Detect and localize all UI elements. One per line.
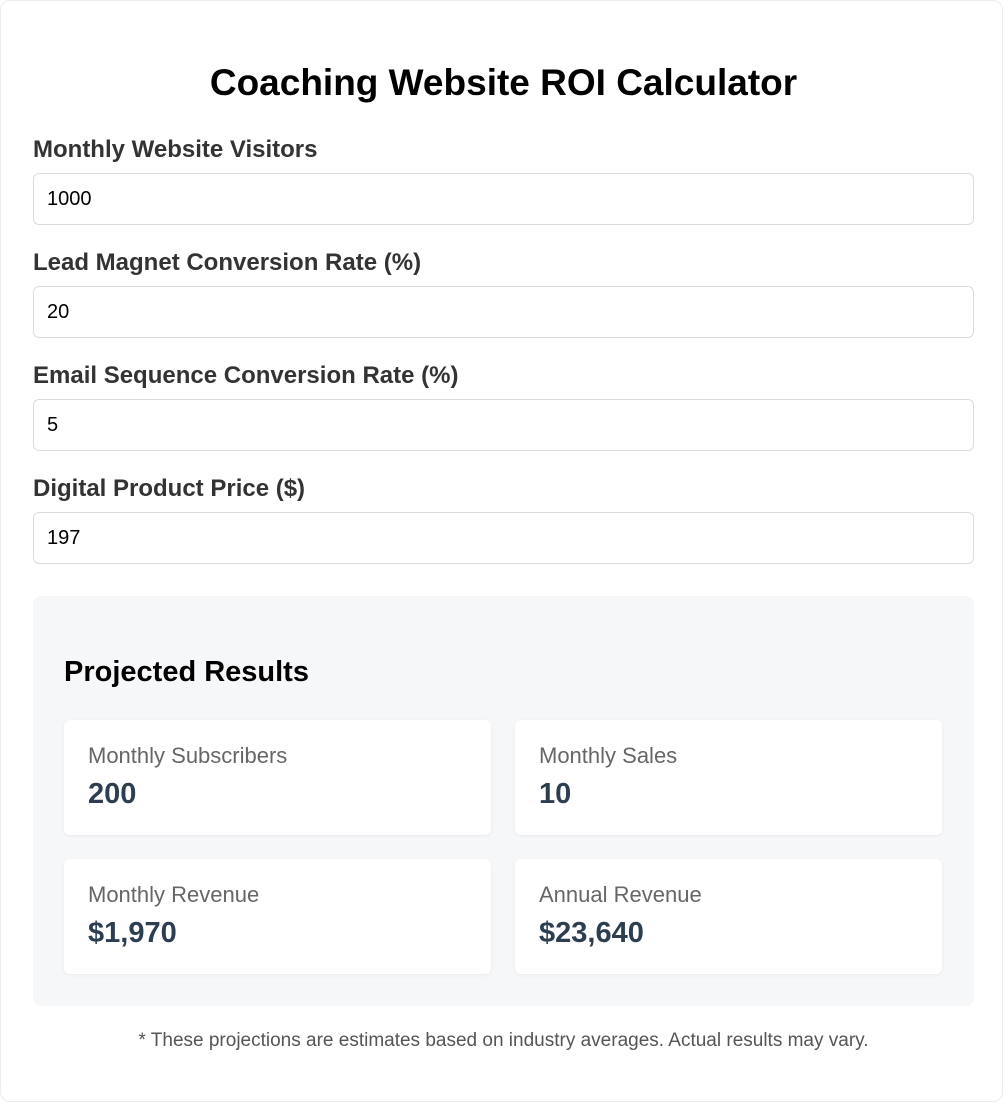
metric-label: Monthly Subscribers: [88, 743, 288, 768]
metric-value: $1,970: [88, 917, 177, 949]
disclaimer-text: * These projections are estimates based …: [138, 1030, 869, 1051]
metric-label: Monthly Sales: [539, 743, 678, 768]
lead-magnet-rate-input[interactable]: [33, 286, 974, 338]
visitors-input[interactable]: [33, 173, 974, 225]
metric-value: $23,640: [539, 917, 644, 949]
metric-value: 10: [539, 778, 572, 810]
metric-value: 200: [88, 778, 137, 810]
visitors-label: Monthly Website Visitors: [33, 136, 318, 163]
product-price-input[interactable]: [33, 512, 974, 564]
product-price-label: Digital Product Price ($): [33, 475, 306, 502]
results-title: Projected Results: [64, 656, 309, 688]
results-panel: Projected Results Monthly Subscribers 20…: [33, 596, 974, 1006]
lead-magnet-rate-label: Lead Magnet Conversion Rate (%): [33, 249, 422, 276]
metric-card-annual-revenue: Annual Revenue $23,640: [515, 859, 942, 974]
metric-card-monthly-sales: Monthly Sales 10: [515, 720, 942, 835]
metric-label: Annual Revenue: [539, 882, 702, 907]
page-title: Coaching Website ROI Calculator: [209, 62, 798, 103]
email-sequence-rate-input[interactable]: [33, 399, 974, 451]
metric-card-monthly-subscribers: Monthly Subscribers 200: [64, 720, 491, 835]
metric-card-monthly-revenue: Monthly Revenue $1,970: [64, 859, 491, 974]
email-sequence-rate-label: Email Sequence Conversion Rate (%): [33, 362, 459, 389]
metric-label: Monthly Revenue: [88, 882, 260, 907]
